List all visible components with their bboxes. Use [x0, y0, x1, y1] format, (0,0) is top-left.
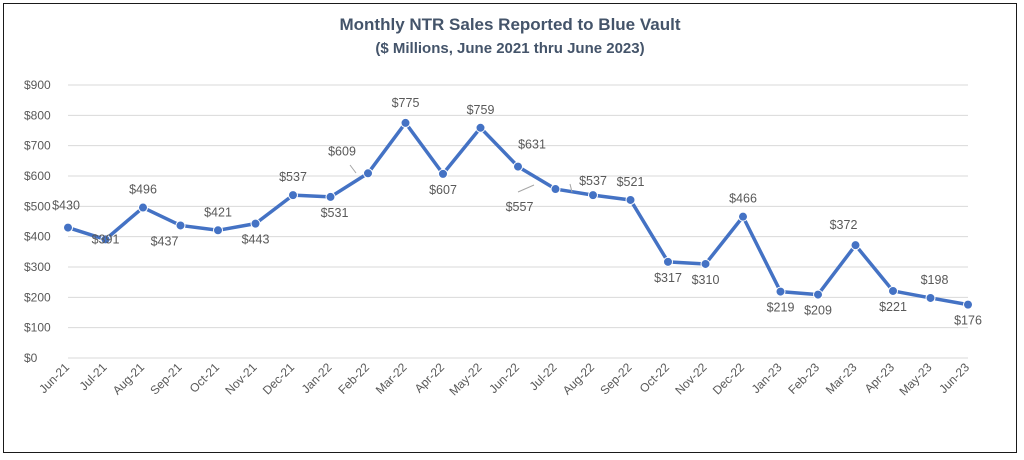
data-point — [175, 220, 186, 231]
data-label: $466 — [729, 192, 757, 206]
data-point — [813, 289, 823, 300]
y-tick-label: $500 — [24, 199, 51, 213]
x-tick-label: Feb-22 — [335, 360, 372, 397]
data-point — [363, 168, 373, 179]
data-point — [888, 285, 898, 296]
data-label: $421 — [204, 205, 232, 219]
label-leader-line — [349, 164, 357, 174]
x-tick-label: May-22 — [446, 360, 484, 398]
data-label: $557 — [506, 200, 534, 214]
x-tick-label: Jan-22 — [299, 360, 335, 396]
data-point — [475, 122, 486, 133]
data-point — [213, 225, 223, 236]
y-tick-label: $700 — [24, 139, 51, 153]
data-point — [850, 240, 861, 251]
data-point — [550, 184, 561, 195]
x-tick-label: Sep-22 — [597, 360, 634, 397]
x-tick-label: Mar-22 — [373, 360, 410, 397]
x-tick-label: Apr-23 — [862, 360, 898, 396]
x-tick-label: Jul-21 — [77, 360, 110, 393]
x-tick-label: Jun-23 — [936, 360, 972, 396]
data-point — [513, 161, 523, 172]
data-point — [925, 292, 936, 303]
data-point — [100, 234, 111, 245]
data-label: $221 — [879, 300, 907, 314]
data-point — [588, 190, 598, 201]
y-tick-label: $200 — [24, 290, 51, 304]
data-point — [700, 258, 711, 269]
data-label: $317 — [654, 271, 682, 285]
label-leader-line — [569, 183, 573, 193]
data-label: $521 — [617, 175, 645, 189]
x-tick-label: Nov-22 — [672, 360, 709, 397]
x-tick-label: Dec-22 — [710, 360, 747, 397]
y-tick-label: $800 — [24, 108, 51, 122]
data-label: $496 — [129, 183, 157, 197]
x-tick-label: May-23 — [896, 360, 934, 398]
x-tick-label: Dec-21 — [260, 360, 297, 397]
data-point — [438, 168, 448, 179]
data-label: $537 — [279, 170, 307, 184]
chart-frame — [3, 3, 1017, 453]
chart-subtitle: ($ Millions, June 2021 thru June 2023) — [375, 40, 645, 57]
x-tick-label: Mar-23 — [823, 360, 860, 397]
data-label: $443 — [242, 233, 270, 247]
x-tick-label: Oct-21 — [187, 360, 223, 396]
chart-title: Monthly NTR Sales Reported to Blue Vault — [339, 15, 681, 34]
x-tick-label: Aug-22 — [560, 360, 597, 397]
data-label: $775 — [392, 96, 420, 110]
y-tick-label: $100 — [24, 321, 51, 335]
x-tick-label: Aug-21 — [110, 360, 147, 397]
data-label: $219 — [767, 301, 795, 315]
data-label: $198 — [921, 273, 949, 287]
x-tick-label: Jul-22 — [527, 360, 560, 393]
data-label: $537 — [579, 174, 607, 188]
data-point — [625, 194, 636, 205]
data-point — [325, 191, 336, 202]
y-tick-label: $600 — [24, 169, 51, 183]
data-label: $759 — [467, 103, 495, 117]
x-tick-label: Oct-22 — [637, 360, 673, 396]
data-label: $437 — [151, 234, 179, 248]
data-label: $176 — [954, 314, 982, 328]
data-label: $310 — [692, 273, 720, 287]
y-tick-label: $300 — [24, 260, 51, 274]
data-label: $609 — [328, 144, 356, 158]
y-tick-label: $400 — [24, 230, 51, 244]
data-label: $430 — [52, 199, 80, 213]
data-label: $372 — [830, 218, 858, 232]
y-tick-label: $0 — [24, 351, 38, 365]
x-tick-label: Jan-23 — [749, 360, 785, 396]
data-point — [138, 202, 148, 213]
data-label: $209 — [804, 304, 832, 318]
data-point — [250, 218, 261, 229]
data-point — [738, 211, 748, 222]
x-tick-label: Sep-21 — [147, 360, 184, 397]
x-tick-label: Nov-21 — [222, 360, 259, 397]
x-tick-label: Feb-23 — [785, 360, 822, 397]
y-tick-label: $900 — [24, 78, 51, 92]
data-label: $607 — [429, 183, 457, 197]
x-tick-label: Apr-22 — [412, 360, 448, 396]
x-tick-label: Jun-22 — [486, 360, 522, 396]
data-point — [63, 222, 73, 233]
data-point — [663, 256, 673, 267]
data-point — [288, 190, 298, 201]
label-leader-line — [517, 184, 535, 193]
data-label: $531 — [321, 206, 349, 220]
chart-titles: Monthly NTR Sales Reported to Blue Vault… — [0, 14, 1020, 59]
x-tick-label: Jun-21 — [36, 360, 72, 396]
data-point — [775, 286, 786, 297]
data-label: $631 — [518, 138, 546, 152]
data-point — [400, 117, 411, 128]
data-label: $391 — [92, 232, 120, 246]
data-point — [963, 299, 973, 310]
